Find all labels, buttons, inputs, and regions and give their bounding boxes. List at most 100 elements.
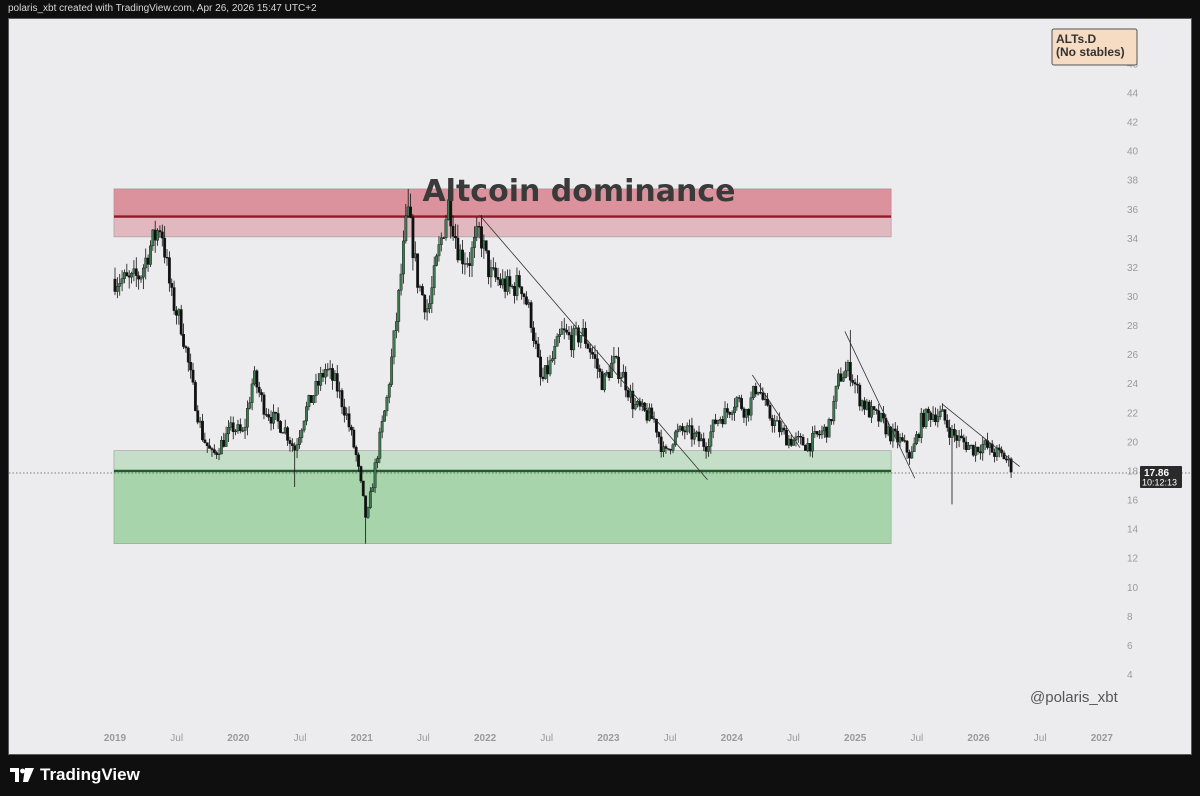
candle-body (392, 330, 396, 358)
candle-body (820, 430, 824, 435)
candle-body (567, 332, 571, 336)
candle-body (432, 265, 436, 288)
candle-body (659, 436, 663, 453)
candle-body (657, 432, 661, 438)
candle-body (506, 276, 509, 292)
symbol-badge: ALTs.D(No stables) (1051, 28, 1138, 66)
candle-body (631, 390, 635, 410)
footer-bar: TradingView (0, 756, 1200, 796)
candle-body (508, 276, 512, 287)
candle-body (905, 440, 909, 453)
candle-body (676, 429, 680, 433)
candle-body (728, 412, 732, 415)
candle-body (387, 384, 391, 398)
symbol-badge-line: (No stables) (1056, 45, 1125, 59)
candle-body (331, 368, 334, 381)
tradingview-logo[interactable]: TradingView (10, 765, 140, 785)
candle-body (662, 446, 665, 453)
candle-body (295, 444, 299, 451)
candle-body (990, 443, 994, 453)
time-tick-label: 2027 (1091, 733, 1114, 744)
candle-body (879, 412, 883, 422)
candle-body (832, 400, 836, 422)
candle-body (598, 368, 602, 372)
candle-body (794, 436, 798, 441)
candle-body (520, 286, 524, 295)
candle-body (993, 452, 996, 457)
candle-body (683, 430, 687, 433)
price-tick-label: 18 (1127, 466, 1139, 477)
candle-body (536, 343, 540, 358)
candle-body (130, 273, 133, 278)
candle-body (470, 247, 474, 266)
candle-body (354, 446, 358, 455)
candle-body (182, 334, 185, 347)
candle-body (664, 446, 668, 449)
candle-body (227, 427, 230, 435)
price-tick-label: 14 (1127, 525, 1139, 536)
trendline-2 (752, 374, 801, 448)
candle-body (553, 346, 557, 359)
candle-body (279, 421, 282, 433)
candle-body (167, 257, 171, 284)
candle-body (321, 373, 325, 378)
symbol-badge-box (1051, 28, 1138, 66)
price-chart[interactable]: 4681012141618202224262830323436384042444… (9, 19, 1191, 754)
candle-body (737, 397, 741, 399)
candle-body (236, 424, 240, 432)
candle-body (345, 413, 349, 416)
candle-body (439, 237, 443, 245)
candle-body (293, 445, 297, 451)
candle-body (141, 267, 145, 278)
candle-body (120, 278, 124, 284)
candle-body (777, 420, 781, 433)
candle-body (775, 420, 779, 422)
candle-body (222, 439, 226, 447)
candle-body (612, 356, 616, 364)
candle-body (113, 278, 117, 292)
time-axis: 2019 Jul 2020 Jul 2021 Jul 2022 Jul 2023 Jul 2024 J… (104, 733, 1114, 744)
candle-body (193, 382, 197, 411)
candle-body (650, 407, 654, 419)
candle-body (281, 432, 285, 434)
candle-body (546, 365, 550, 375)
candle-body (759, 391, 762, 394)
candle-body (934, 414, 937, 423)
candle-body (950, 429, 954, 438)
candle-body (569, 334, 573, 351)
candle-body (186, 347, 190, 363)
price-tick-label: 24 (1127, 379, 1139, 390)
candle-body (165, 257, 169, 259)
price-tick-label: 4 (1127, 670, 1133, 681)
candle-body (347, 413, 351, 428)
candle-body (503, 278, 507, 292)
candle-body (288, 440, 292, 444)
candle-body (366, 507, 370, 518)
candle-body (870, 406, 874, 418)
candle-body (673, 431, 677, 446)
candle-body (952, 429, 956, 436)
support-zone-inner (113, 470, 892, 544)
resistance-zone (113, 188, 892, 238)
candle-body (780, 427, 784, 433)
candle-body (770, 418, 774, 426)
candle-body (666, 448, 670, 450)
candle-body (224, 433, 228, 447)
candle-body (919, 412, 923, 438)
candle-body (298, 437, 301, 445)
candle-body (867, 401, 871, 418)
time-tick-label: 2019 (104, 733, 127, 744)
candle-body (617, 356, 621, 379)
candle-body (425, 308, 429, 313)
candle-body (243, 426, 247, 431)
candle-body (941, 409, 944, 412)
candle-body (409, 206, 412, 218)
candle-body (858, 384, 862, 407)
candle-body (577, 327, 580, 343)
candle-body (761, 392, 765, 400)
last-price-countdown: 10:12:13 (1142, 478, 1177, 488)
candle-body (529, 302, 533, 328)
candle-body (915, 434, 918, 445)
candle-body (690, 425, 694, 440)
chart-panel[interactable]: 4681012141618202224262830323436384042444… (8, 18, 1192, 755)
